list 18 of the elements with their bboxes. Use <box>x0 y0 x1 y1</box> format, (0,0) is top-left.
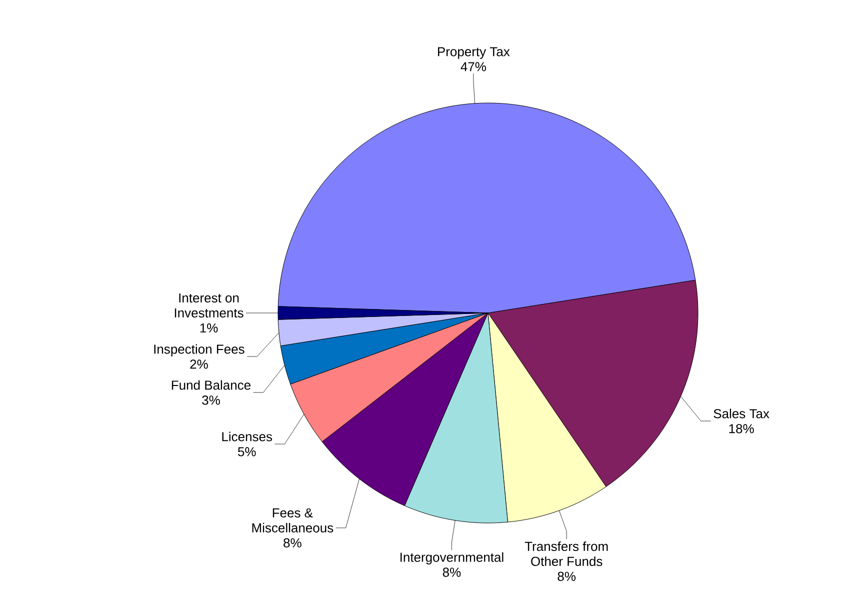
slice-label: Transfers from Other Funds <box>524 541 608 566</box>
slice-label: Fees & Miscellaneous <box>252 508 334 532</box>
slice-label: Property Tax <box>438 47 510 59</box>
slice-label: Inspection Fees <box>154 344 244 356</box>
data-label: 18% <box>729 424 754 434</box>
slice-label: Interest on Investments <box>174 293 244 318</box>
data-label: 47% <box>460 62 486 72</box>
slice-label: Sales Tax <box>714 408 770 418</box>
slice-label: Intergovernmental <box>400 552 504 564</box>
slice-label: Fund Balance <box>172 380 250 390</box>
data-label: 3% <box>202 396 220 405</box>
data-label: 5% <box>238 447 256 456</box>
data-label: 2% <box>190 360 208 369</box>
data-label: 8% <box>442 568 461 577</box>
data-label: 8% <box>284 538 302 548</box>
data-label: 8% <box>558 572 576 581</box>
slice-label: Licenses <box>222 432 272 442</box>
data-label: 1% <box>200 323 218 332</box>
